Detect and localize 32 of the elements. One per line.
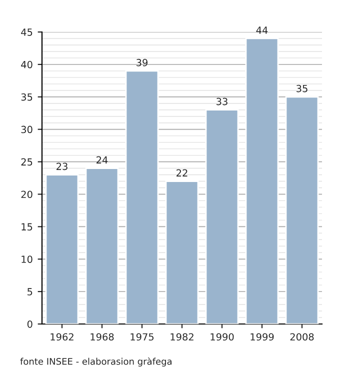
data-label: 39	[136, 58, 148, 66]
y-tick-label: 10	[22, 256, 32, 263]
bar	[165, 180, 199, 324]
data-label: 22	[176, 169, 188, 176]
x-tick-label: 1975	[130, 333, 154, 341]
source-note: fonte INSEE - elaborasion gràfega	[20, 357, 172, 367]
y-tick-label: 5	[28, 288, 32, 296]
y-tick-label: 30	[21, 126, 32, 134]
data-label: 44	[256, 26, 268, 34]
y-tick-label: 45	[21, 28, 32, 36]
data-label: 35	[296, 84, 308, 92]
x-tick-label: 1982	[170, 333, 194, 341]
y-tick-label: 20	[21, 190, 32, 198]
data-label: 24	[96, 156, 108, 164]
x-tick-label: 1968	[90, 333, 114, 341]
y-tick-label: 40	[21, 60, 32, 68]
x-tick-label: 1962	[50, 333, 74, 341]
bar	[125, 70, 159, 324]
bar	[45, 174, 79, 324]
y-tick-label: 0	[27, 320, 32, 328]
bar	[245, 38, 279, 324]
y-tick-label: 35	[21, 93, 32, 101]
x-tick-label: 1990	[210, 333, 234, 341]
x-tick-label: 2008	[290, 333, 314, 341]
y-tick-label: 25	[21, 158, 32, 166]
bar	[205, 109, 239, 324]
bar	[85, 168, 119, 324]
bar	[285, 96, 319, 324]
x-tick-label: 1999	[250, 333, 274, 341]
data-label: 33	[216, 98, 228, 106]
y-tick-label: 15	[22, 223, 32, 230]
data-label: 23	[56, 162, 68, 170]
